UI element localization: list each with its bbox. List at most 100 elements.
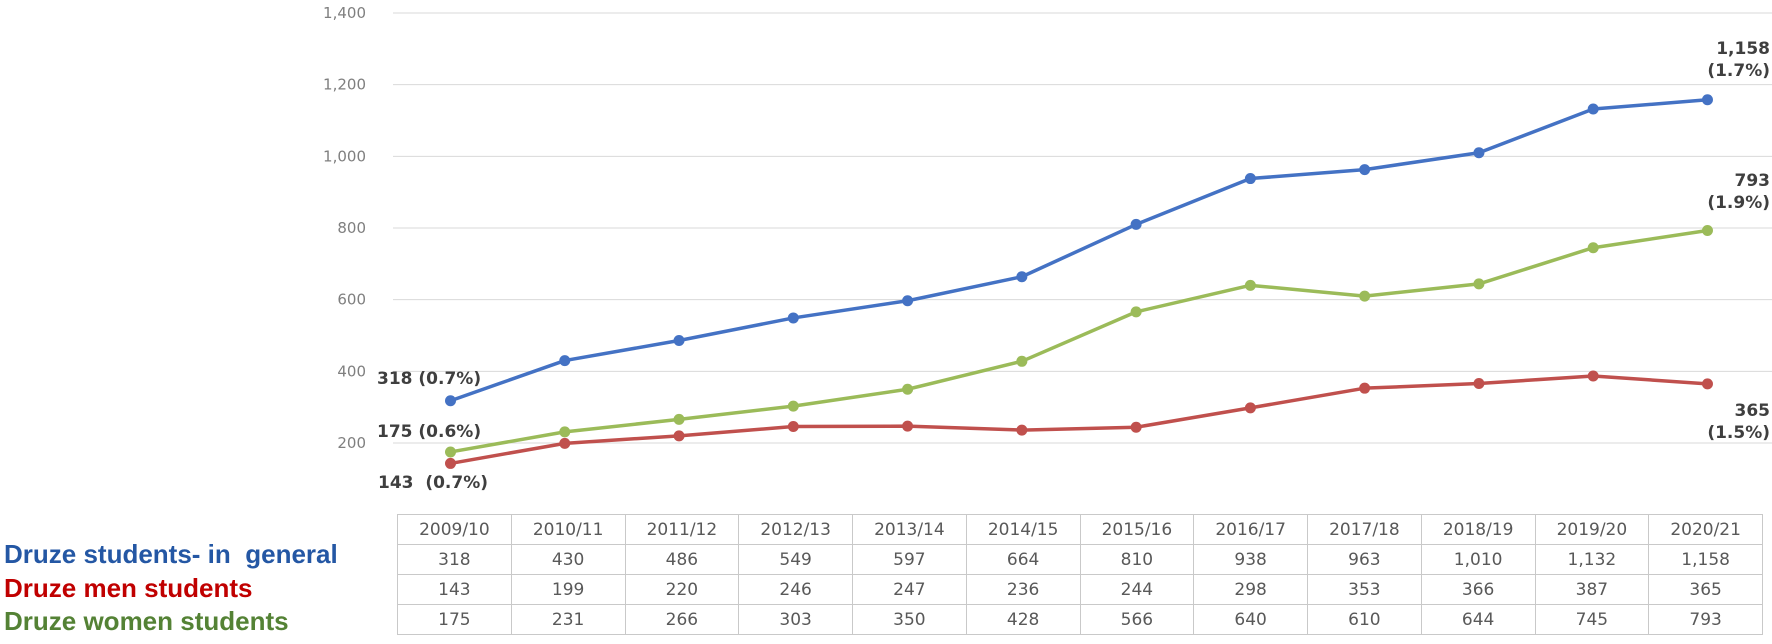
table-cell: 1,010: [1420, 544, 1536, 575]
data-point-marker: [1701, 94, 1713, 106]
data-point-marker: [673, 430, 685, 442]
year-column-header: 2016/17: [1193, 514, 1308, 545]
year-column-header: 2020/21: [1648, 514, 1763, 545]
data-point-marker: [1587, 103, 1599, 115]
data-point-marker: [1359, 290, 1371, 302]
data-point-marker: [902, 295, 914, 307]
data-point-marker: [559, 355, 571, 367]
table-cell: 1,132: [1534, 544, 1650, 575]
data-point-marker: [1701, 378, 1713, 390]
data-label: 143 (0.7%): [378, 473, 489, 493]
table-row: 175 231 266 303 350 428 566 640 610 644 745 793: [397, 604, 1763, 635]
data-point-marker: [1130, 218, 1142, 230]
table-row: 318 430 486 549 597 664 810 938 963 1,010 1,132 1,1…: [397, 544, 1763, 575]
table-cell: 428: [965, 604, 1081, 635]
data-point-marker: [1244, 402, 1256, 414]
data-point-marker: [1587, 370, 1599, 382]
table-cell: 745: [1534, 604, 1650, 635]
data-point-marker: [673, 335, 685, 347]
table-cell: 247: [852, 574, 967, 605]
table-cell: 810: [1079, 544, 1195, 575]
y-axis-tick-label: 800: [337, 219, 366, 237]
data-point-marker: [1473, 278, 1485, 290]
table-cell: 549: [738, 544, 853, 575]
table-cell: 236: [965, 574, 1081, 605]
data-point-marker: [1016, 271, 1028, 283]
series-line: [448, 228, 1710, 454]
data-point-marker: [445, 395, 456, 407]
data-point-marker: [1359, 382, 1371, 394]
data-point-marker: [787, 421, 799, 433]
data-label: 318 (0.7%): [377, 369, 482, 389]
table-cell: 231: [510, 604, 626, 635]
data-point-marker: [787, 312, 799, 324]
table-cell: 366: [1420, 574, 1536, 605]
data-point-marker: [1244, 279, 1256, 291]
year-column-header: 2010/11: [510, 514, 626, 545]
year-column-header: 2017/18: [1307, 514, 1422, 545]
year-column-header: 2013/14: [852, 514, 967, 545]
year-column-header: 2018/19: [1420, 514, 1536, 545]
table-cell: 566: [1079, 604, 1195, 635]
chart-legend: Druze students- in general Druze men stud…: [4, 0, 394, 644]
table-cell: 610: [1307, 604, 1422, 635]
data-point-marker: [1016, 424, 1028, 436]
data-label: 175 (0.6%): [377, 422, 482, 442]
data-point-marker: [1473, 378, 1485, 390]
table-cell: 938: [1193, 544, 1308, 575]
table-cell: 298: [1193, 574, 1308, 605]
table-cell: 350: [852, 604, 967, 635]
table-cell: 486: [624, 544, 740, 575]
table-cell: 597: [852, 544, 967, 575]
y-axis-tick-label: 400: [337, 362, 366, 380]
data-label: 365 (1.5%): [1707, 401, 1770, 443]
data-table: 2009/10 2010/11 2011/12 2012/13 2013/14 2014/…: [397, 514, 1763, 635]
table-cell: 246: [738, 574, 853, 605]
data-point-marker: [1359, 164, 1371, 176]
series-line: [448, 97, 1710, 403]
data-point-marker: [673, 413, 685, 425]
table-cell: 353: [1307, 574, 1422, 605]
table-cell: 963: [1307, 544, 1422, 575]
data-point-marker: [1473, 147, 1485, 159]
data-point-marker: [559, 426, 571, 438]
data-point-marker: [1587, 242, 1599, 254]
data-point-marker: [902, 420, 914, 432]
y-axis-tick-label: 600: [337, 291, 366, 309]
y-axis-tick-label: 1,400: [323, 4, 366, 22]
data-point-marker: [1130, 421, 1142, 433]
year-column-header: 2015/16: [1079, 514, 1195, 545]
year-column-header: 2012/13: [738, 514, 853, 545]
table-cell: 244: [1079, 574, 1195, 605]
data-point-marker: [445, 446, 456, 458]
table-cell: 1,158: [1648, 544, 1763, 575]
table-cell: 430: [510, 544, 626, 575]
data-label: 793 (1.9%): [1707, 171, 1770, 213]
year-column-header: 2014/15: [965, 514, 1081, 545]
series-line: [448, 374, 1710, 466]
table-header-row: 2009/10 2010/11 2011/12 2012/13 2013/14 2014/…: [397, 514, 1763, 545]
data-point-marker: [1130, 306, 1142, 318]
table-cell: 266: [624, 604, 740, 635]
year-column-header: 2011/12: [624, 514, 740, 545]
table-cell: 365: [1648, 574, 1763, 605]
year-column-header: 2019/20: [1534, 514, 1650, 545]
table-cell: 303: [738, 604, 853, 635]
data-point-marker: [1244, 173, 1256, 185]
y-axis-tick-label: 200: [337, 434, 366, 452]
table-cell: 175: [397, 604, 512, 635]
table-cell: 387: [1534, 574, 1650, 605]
table-cell: 318: [397, 544, 512, 575]
table-cell: 640: [1193, 604, 1308, 635]
y-axis-tick-label: 1,000: [323, 147, 366, 165]
y-axis-tick-label: 1,200: [323, 76, 366, 94]
table-body: 318 430 486 549 597 664 810 938 963 1,010 1,132 1,1…: [397, 544, 1763, 635]
legend-label: Druze men students: [4, 573, 253, 603]
data-label: 1,158 (1.7%): [1707, 39, 1770, 81]
table-cell: 793: [1648, 604, 1763, 635]
legend-label: Druze students- in general: [4, 539, 338, 569]
data-point-marker: [1701, 225, 1713, 237]
table-cell: 220: [624, 574, 740, 605]
data-point-marker: [787, 400, 799, 412]
